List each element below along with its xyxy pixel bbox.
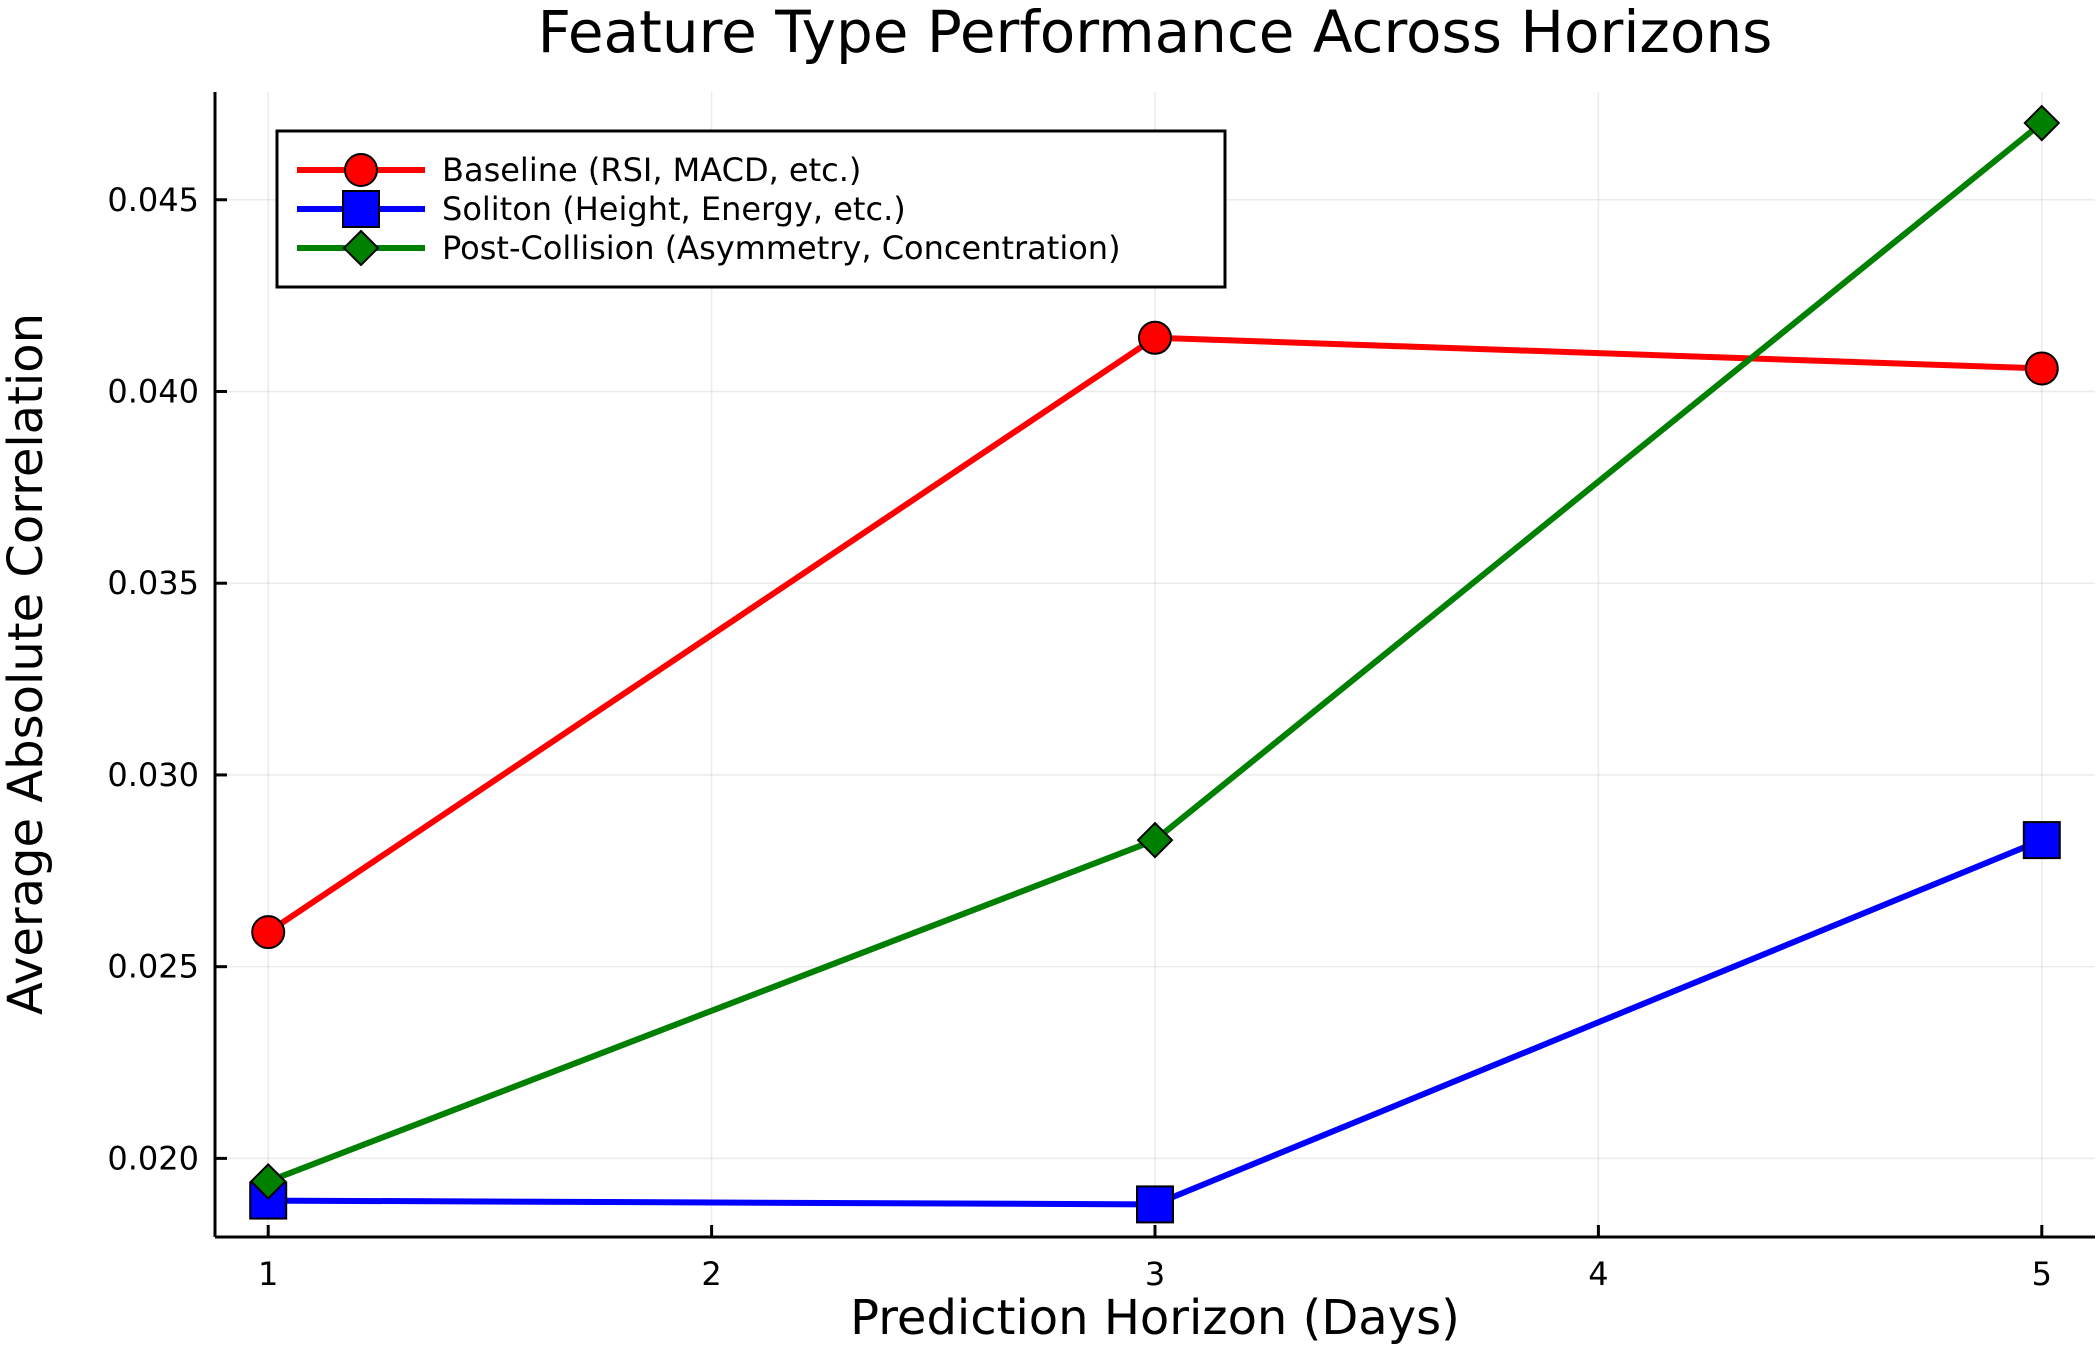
data-point-diamond [249,1162,287,1200]
data-point-circle [1138,320,1172,355]
y-tick-label: 0.040 [107,372,199,410]
data-point-diamond [1136,821,1174,859]
chart-title: Feature Type Performance Across Horizons [538,0,1773,66]
legend-marker-diamond [342,229,380,267]
x-tick-label: 2 [701,1255,721,1293]
y-axis-label: Average Absolute Correlation [0,313,54,1015]
y-tick-label: 0.035 [107,564,199,602]
legend-marker-circle [344,153,378,187]
x-tick-label: 4 [1588,1255,1608,1293]
data-point-square [249,1181,288,1220]
y-tick-label: 0.025 [107,948,199,986]
legend-label: Soliton (Height, Energy, etc.) [442,190,906,228]
legend-marker-square [342,190,380,228]
data-point-circle [251,915,286,950]
x-tick-label: 3 [1145,1255,1165,1293]
ticks: 1 2 3 4 5 0.020 0.025 0.030 0.035 0.040 0.045 [107,181,2052,1293]
data-point-diamond [2023,104,2061,142]
data-point-square [1136,1185,1174,1224]
x-tick-label: 5 [2032,1255,2052,1293]
legend-label: Baseline (RSI, MACD, etc.) [442,151,861,189]
y-tick-label: 0.030 [107,756,199,794]
series [249,104,2061,1224]
y-tick-label: 0.045 [107,181,199,219]
data-point-circle [2024,351,2059,386]
data-point-square [2022,821,2061,860]
x-tick-label: 1 [258,1255,278,1293]
legend: Baseline (RSI, MACD, etc.)Soliton (Heigh… [275,129,1227,289]
y-tick-label: 0.020 [107,1139,199,1177]
legend-box [275,129,1227,289]
legend-label: Post-Collision (Asymmetry, Concentration… [442,229,1121,267]
x-axis-label: Prediction Horizon (Days) [850,1290,1460,1346]
